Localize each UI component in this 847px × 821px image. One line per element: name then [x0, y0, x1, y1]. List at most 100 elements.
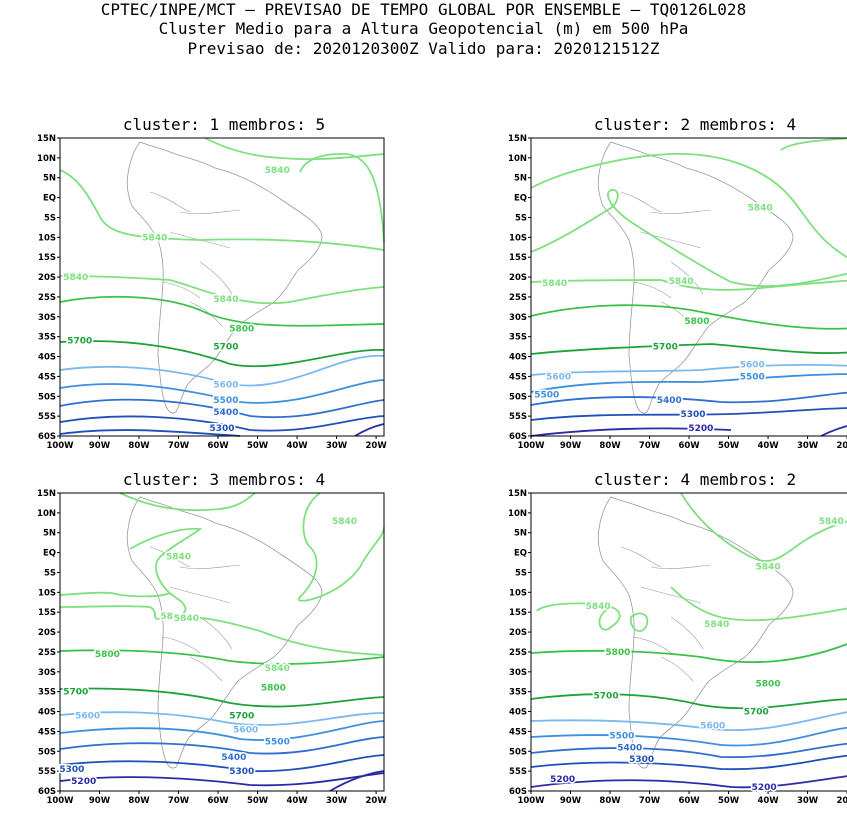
x-tick-label: 80W: [599, 441, 621, 451]
contour-line: [59, 429, 241, 437]
contour-line: [59, 415, 385, 432]
country-border: [660, 656, 694, 682]
y-tick-label: 50S: [38, 392, 56, 402]
contour-label: 5500: [213, 396, 238, 406]
country-border: [670, 616, 704, 650]
contour-label: 5840: [669, 277, 694, 287]
x-tick-label: 70W: [168, 796, 190, 806]
contour-label: 5700: [594, 692, 619, 702]
x-tick-label: 80W: [128, 796, 150, 806]
contour-label: 5200: [71, 777, 96, 787]
x-tick-label: 30W: [797, 441, 819, 451]
y-tick-label: 45S: [38, 727, 56, 737]
contour-label: 5840: [332, 517, 357, 527]
y-tick-label: 10N: [508, 509, 527, 519]
contour-line: [530, 343, 847, 355]
panel-title: cluster: 1 membros: 5: [123, 115, 325, 134]
contour-chart: cluster: 1 membros: 5 15N 10N 5N EQ 5S 10S 15S 2…: [37, 115, 387, 451]
contour-label: 5500: [740, 372, 765, 382]
x-tick-label: 100W: [517, 796, 545, 806]
contour-label: 5300: [229, 767, 254, 777]
contour-chart: cluster: 3 membros: 4 15N 10N 5N EQ 5S 10S 15S 2…: [37, 470, 387, 806]
country-border: [650, 209, 712, 214]
contour-label: 5400: [657, 396, 682, 406]
contour-label: 5700: [213, 343, 238, 353]
y-tick-label: 10S: [509, 233, 527, 243]
x-tick-label: 70W: [639, 441, 661, 451]
y-tick-label: 25S: [38, 648, 56, 658]
x-tick-label: 40W: [286, 796, 308, 806]
contour-chart: cluster: 2 membros: 4 15N 10N 5N EQ 5S 10S 15S 2…: [508, 115, 847, 451]
contour-line: [59, 720, 385, 741]
y-tick-label: 45S: [38, 372, 56, 382]
contour-label: 5840: [166, 553, 191, 563]
contour-line: [204, 137, 385, 161]
contour-line: [59, 754, 385, 773]
x-tick-label: 20W: [365, 796, 387, 806]
forecast-dates: Previsao de: 2020120300Z Valido para: 20…: [187, 39, 660, 58]
x-tick-label: 100W: [517, 441, 545, 451]
y-tick-label: 25S: [509, 648, 527, 658]
y-tick-label: 10N: [37, 509, 56, 519]
panel-title: cluster: 4 membros: 2: [594, 470, 796, 489]
country-border: [161, 636, 201, 654]
y-tick-label: 30S: [38, 313, 56, 323]
contour-label: 5700: [63, 688, 88, 698]
y-tick-label: 5N: [514, 174, 527, 184]
contour-label: 5840: [213, 295, 238, 305]
y-tick-label: 30S: [509, 313, 527, 323]
x-tick-label: 60W: [207, 796, 229, 806]
country-border: [179, 209, 241, 214]
y-tick-label: 5N: [43, 174, 56, 184]
y-tick-label: 55S: [38, 767, 56, 777]
contour-line: [530, 775, 847, 789]
y-tick-label: 10S: [38, 588, 56, 598]
contour-line: [670, 586, 847, 622]
y-tick-label: EQ: [514, 194, 527, 204]
cluster-panel-1: cluster: 1 membros: 5 15N 10N 5N EQ 5S 10S 15S 2…: [0, 112, 387, 462]
y-tick-label: 60S: [38, 432, 56, 442]
contour-line: [530, 726, 847, 747]
contour-label: 5840: [756, 563, 781, 573]
y-tick-label: 10S: [38, 233, 56, 243]
plot-frame: [530, 492, 847, 792]
y-tick-label: 40S: [509, 708, 527, 718]
contour-label: 5600: [75, 712, 100, 722]
cluster-panel-2: cluster: 2 membros: 4 15N 10N 5N EQ 5S 10S 15S 2…: [471, 112, 847, 462]
panel-title: cluster: 3 membros: 4: [123, 470, 325, 489]
y-tick-label: 45S: [509, 727, 527, 737]
x-tick-label: 90W: [89, 796, 111, 806]
contour-line: [680, 492, 847, 562]
contour-label: 5840: [174, 614, 199, 624]
contour-line: [530, 363, 847, 376]
x-tick-label: 40W: [286, 441, 308, 451]
contour-line: [59, 398, 385, 419]
contour-label: 5500: [609, 731, 634, 741]
country-border: [179, 564, 241, 569]
contour-label: 5400: [213, 408, 238, 418]
contour-label: 5300: [59, 765, 84, 775]
coastline: [126, 496, 323, 769]
contour-label: 5400: [617, 743, 642, 753]
contour-line: [59, 711, 385, 726]
country-border: [149, 191, 191, 213]
y-tick-label: 30S: [509, 668, 527, 678]
x-tick-label: 50W: [718, 441, 740, 451]
contour-line: [59, 295, 385, 327]
contour-label: 5700: [229, 712, 254, 722]
contour-line: [59, 340, 385, 368]
contour-line: [59, 772, 385, 787]
y-tick-label: 55S: [38, 412, 56, 422]
contour-line: [119, 492, 256, 512]
y-tick-label: 40S: [38, 353, 56, 363]
contour-line: [329, 770, 385, 792]
y-tick-label: 30S: [38, 668, 56, 678]
contour-label: 5300: [629, 755, 654, 765]
contour-label: 5840: [586, 602, 611, 612]
y-tick-label: 15N: [37, 489, 56, 499]
y-tick-label: 15S: [38, 253, 56, 263]
y-tick-label: 50S: [38, 747, 56, 757]
contour-label: 5840: [63, 273, 88, 283]
x-tick-label: 70W: [168, 441, 190, 451]
contour-line: [629, 612, 649, 632]
